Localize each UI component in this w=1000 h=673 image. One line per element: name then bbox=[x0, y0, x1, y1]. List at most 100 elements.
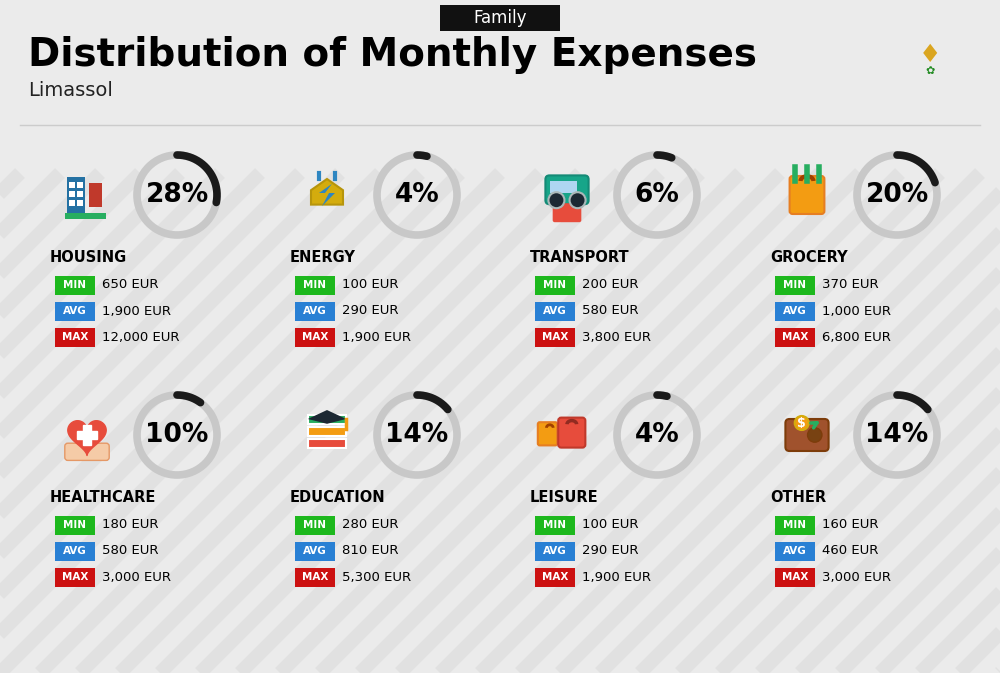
FancyBboxPatch shape bbox=[538, 422, 557, 446]
FancyBboxPatch shape bbox=[775, 567, 815, 586]
FancyBboxPatch shape bbox=[775, 302, 815, 320]
Text: 580 EUR: 580 EUR bbox=[102, 544, 158, 557]
FancyBboxPatch shape bbox=[775, 516, 815, 534]
Text: 6%: 6% bbox=[635, 182, 679, 208]
Text: 3,800 EUR: 3,800 EUR bbox=[582, 330, 651, 343]
Text: 650 EUR: 650 EUR bbox=[102, 279, 158, 291]
FancyBboxPatch shape bbox=[775, 275, 815, 295]
Text: 290 EUR: 290 EUR bbox=[582, 544, 639, 557]
Text: 4%: 4% bbox=[635, 422, 679, 448]
Text: MAX: MAX bbox=[542, 332, 568, 342]
Polygon shape bbox=[83, 425, 91, 445]
FancyBboxPatch shape bbox=[69, 191, 75, 197]
FancyBboxPatch shape bbox=[55, 275, 95, 295]
Text: Distribution of Monthly Expenses: Distribution of Monthly Expenses bbox=[28, 36, 757, 74]
FancyBboxPatch shape bbox=[535, 275, 575, 295]
Text: 180 EUR: 180 EUR bbox=[102, 518, 158, 532]
Text: AVG: AVG bbox=[543, 306, 567, 316]
Text: HEALTHCARE: HEALTHCARE bbox=[50, 491, 156, 505]
FancyBboxPatch shape bbox=[295, 567, 335, 586]
Text: 460 EUR: 460 EUR bbox=[822, 544, 878, 557]
Text: 20%: 20% bbox=[865, 182, 929, 208]
FancyBboxPatch shape bbox=[295, 542, 335, 561]
FancyBboxPatch shape bbox=[535, 542, 575, 561]
FancyBboxPatch shape bbox=[550, 181, 564, 193]
FancyBboxPatch shape bbox=[65, 444, 109, 460]
Text: MAX: MAX bbox=[62, 332, 88, 342]
Text: 14%: 14% bbox=[385, 422, 449, 448]
FancyBboxPatch shape bbox=[55, 542, 95, 561]
Circle shape bbox=[570, 192, 586, 208]
FancyBboxPatch shape bbox=[535, 516, 575, 534]
Text: MIN: MIN bbox=[544, 280, 566, 290]
Text: 370 EUR: 370 EUR bbox=[822, 279, 879, 291]
Text: ✿: ✿ bbox=[925, 66, 935, 76]
Text: MAX: MAX bbox=[542, 572, 568, 582]
FancyBboxPatch shape bbox=[558, 418, 585, 448]
FancyBboxPatch shape bbox=[553, 203, 581, 222]
FancyBboxPatch shape bbox=[308, 439, 346, 448]
FancyBboxPatch shape bbox=[65, 213, 106, 219]
Text: MAX: MAX bbox=[62, 572, 88, 582]
Text: EDUCATION: EDUCATION bbox=[290, 491, 386, 505]
FancyBboxPatch shape bbox=[545, 176, 589, 204]
FancyBboxPatch shape bbox=[77, 182, 83, 188]
Text: MIN: MIN bbox=[784, 520, 806, 530]
Circle shape bbox=[795, 416, 809, 430]
Text: 10%: 10% bbox=[145, 422, 209, 448]
FancyBboxPatch shape bbox=[308, 415, 346, 424]
Polygon shape bbox=[77, 431, 97, 439]
FancyBboxPatch shape bbox=[55, 302, 95, 320]
Text: AVG: AVG bbox=[63, 306, 87, 316]
FancyBboxPatch shape bbox=[77, 191, 83, 197]
FancyBboxPatch shape bbox=[775, 542, 815, 561]
Text: AVG: AVG bbox=[303, 306, 327, 316]
FancyBboxPatch shape bbox=[295, 275, 335, 295]
Text: 100 EUR: 100 EUR bbox=[342, 279, 398, 291]
Text: 4%: 4% bbox=[395, 182, 439, 208]
Text: HOUSING: HOUSING bbox=[50, 250, 127, 266]
Text: 12,000 EUR: 12,000 EUR bbox=[102, 330, 180, 343]
FancyBboxPatch shape bbox=[535, 567, 575, 586]
FancyBboxPatch shape bbox=[440, 5, 560, 31]
Text: GROCERY: GROCERY bbox=[770, 250, 848, 266]
FancyBboxPatch shape bbox=[535, 302, 575, 320]
FancyBboxPatch shape bbox=[55, 516, 95, 534]
FancyBboxPatch shape bbox=[785, 419, 829, 451]
FancyBboxPatch shape bbox=[308, 427, 346, 436]
Text: MAX: MAX bbox=[302, 332, 328, 342]
FancyBboxPatch shape bbox=[89, 183, 102, 207]
Text: 14%: 14% bbox=[865, 422, 929, 448]
Circle shape bbox=[808, 428, 822, 442]
Text: 580 EUR: 580 EUR bbox=[582, 304, 639, 318]
Text: MAX: MAX bbox=[302, 572, 328, 582]
FancyBboxPatch shape bbox=[67, 178, 85, 213]
Text: 28%: 28% bbox=[145, 182, 209, 208]
Text: 3,000 EUR: 3,000 EUR bbox=[822, 571, 891, 583]
FancyBboxPatch shape bbox=[535, 328, 575, 347]
Text: AVG: AVG bbox=[783, 546, 807, 556]
Polygon shape bbox=[319, 184, 335, 206]
Text: MAX: MAX bbox=[782, 572, 808, 582]
Text: 1,900 EUR: 1,900 EUR bbox=[582, 571, 651, 583]
Text: 1,900 EUR: 1,900 EUR bbox=[102, 304, 171, 318]
FancyBboxPatch shape bbox=[77, 200, 83, 206]
Text: MIN: MIN bbox=[64, 520, 87, 530]
Text: 290 EUR: 290 EUR bbox=[342, 304, 398, 318]
FancyBboxPatch shape bbox=[790, 176, 824, 214]
Text: AVG: AVG bbox=[303, 546, 327, 556]
FancyBboxPatch shape bbox=[55, 328, 95, 347]
FancyBboxPatch shape bbox=[295, 516, 335, 534]
Text: 6,800 EUR: 6,800 EUR bbox=[822, 330, 891, 343]
Text: Limassol: Limassol bbox=[28, 81, 113, 100]
Text: TRANSPORT: TRANSPORT bbox=[530, 250, 630, 266]
Text: 5,300 EUR: 5,300 EUR bbox=[342, 571, 411, 583]
Text: 1,000 EUR: 1,000 EUR bbox=[822, 304, 891, 318]
Text: AVG: AVG bbox=[63, 546, 87, 556]
FancyBboxPatch shape bbox=[295, 328, 335, 347]
Polygon shape bbox=[308, 410, 346, 424]
Text: 3,000 EUR: 3,000 EUR bbox=[102, 571, 171, 583]
Text: LEISURE: LEISURE bbox=[530, 491, 599, 505]
Text: ENERGY: ENERGY bbox=[290, 250, 356, 266]
Circle shape bbox=[548, 192, 564, 208]
